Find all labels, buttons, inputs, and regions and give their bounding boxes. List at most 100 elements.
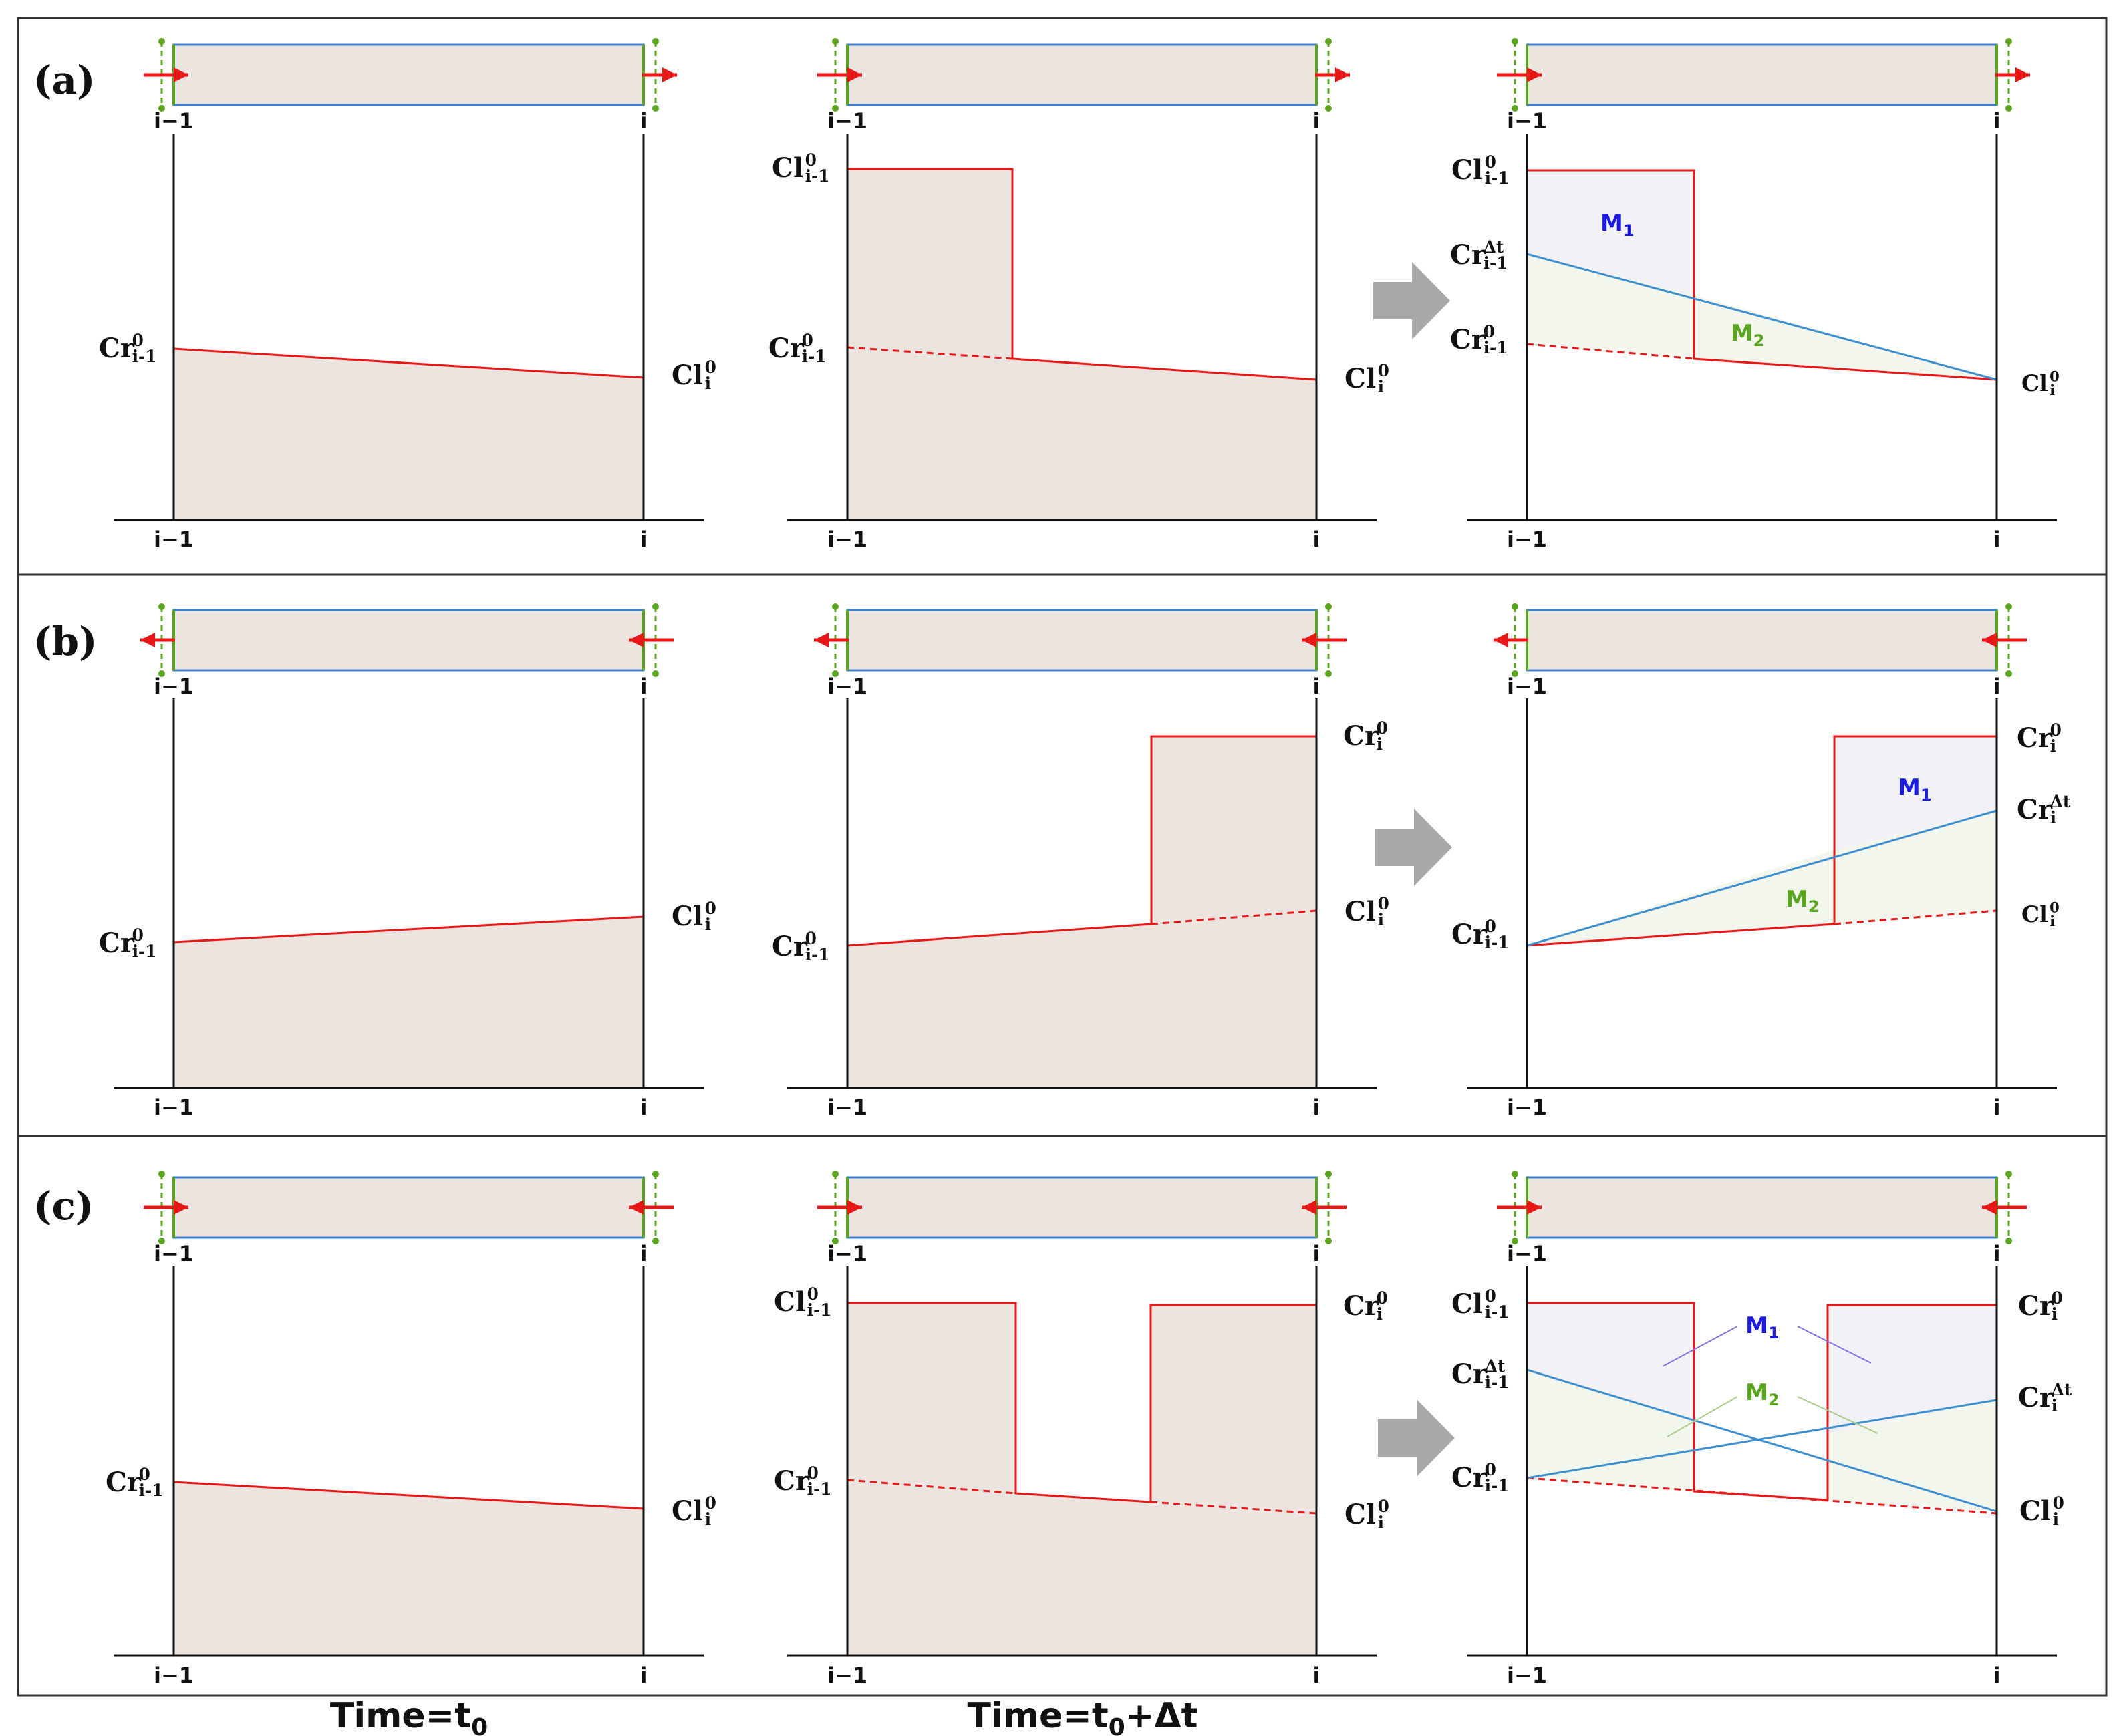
previous-profile bbox=[847, 1479, 1016, 1495]
guide-dot bbox=[2005, 105, 2012, 112]
cell-strip: i−1 i bbox=[1497, 38, 2030, 134]
x-tick-left: i−1 bbox=[1507, 1662, 1547, 1688]
strip-tick-left: i−1 bbox=[1507, 674, 1547, 699]
label-cl-i-0-sup: 0 bbox=[2053, 1493, 2064, 1513]
m2-leader bbox=[1667, 1396, 1738, 1437]
previous-profile bbox=[1526, 343, 1695, 360]
strip-tick-right: i bbox=[1313, 674, 1320, 699]
label-cr-im1-dt-sub: i-1 bbox=[1485, 1372, 1510, 1392]
strip-tick-right: i bbox=[1993, 108, 2001, 134]
left-flux-arrow-head bbox=[1527, 67, 1542, 82]
label-cr-im1-0-base: Cr bbox=[1450, 324, 1486, 355]
concentration-profile bbox=[173, 915, 644, 944]
guide-dot bbox=[158, 105, 165, 112]
label-cr-im1-0-sub: i-1 bbox=[132, 347, 157, 366]
label-cr-i-0-sub: i bbox=[1377, 734, 1383, 754]
x-tick-right: i bbox=[640, 1095, 648, 1120]
guide-dot bbox=[1512, 603, 1518, 610]
strip-tick-right: i bbox=[1313, 1241, 1320, 1266]
time-label-t0-dt: Time=t0+Δt bbox=[968, 1696, 1198, 1736]
label-cl-i-0-base: Cl bbox=[672, 901, 703, 932]
guide-dot bbox=[2005, 1171, 2012, 1177]
axes: i−1 i bbox=[114, 698, 704, 1120]
label-cr-im1-0-sub: i-1 bbox=[807, 1479, 832, 1499]
cell-rect bbox=[846, 609, 1318, 672]
m2-leader bbox=[1797, 1396, 1878, 1434]
guide-dot bbox=[1512, 670, 1518, 677]
cell-rect bbox=[1526, 609, 1998, 672]
label-cl-i-0-base: Cl bbox=[1345, 1499, 1376, 1530]
left-flux-arrow-head bbox=[847, 1200, 862, 1215]
label-cl-i-0: Cl 0i bbox=[2021, 899, 2060, 929]
label-cl-i-0-sub: i bbox=[1378, 377, 1384, 396]
strip-tick-left: i−1 bbox=[1507, 1241, 1547, 1266]
concentration-area bbox=[847, 736, 1316, 1088]
row-label: (c) bbox=[33, 1183, 94, 1229]
label-cl-im1-0-sup: 0 bbox=[1485, 1286, 1496, 1306]
strip-tick-right: i bbox=[640, 1241, 648, 1266]
mass-m2-area bbox=[1527, 1370, 1694, 1491]
concentration-area bbox=[847, 169, 1316, 520]
x-tick-right: i bbox=[640, 527, 648, 552]
label-cl-i-0-sub: i bbox=[705, 1509, 711, 1529]
label-cr-i-0-sup: 0 bbox=[1377, 1288, 1388, 1308]
left-flux-arrow-head bbox=[1527, 1200, 1542, 1215]
label-cl-i-0-sup: 0 bbox=[2050, 368, 2060, 385]
x-tick-left: i−1 bbox=[1507, 1095, 1547, 1120]
label-cl-i-0-sub: i bbox=[1378, 1513, 1384, 1532]
guide-dot bbox=[1512, 105, 1518, 112]
label-cr-i-0-base: Cr bbox=[1343, 720, 1379, 752]
label-cl-i-0-sub: i bbox=[2050, 913, 2055, 929]
label-cr-i-0-base: Cr bbox=[1343, 1290, 1379, 1322]
label-cr-im1-0-sup: 0 bbox=[1484, 322, 1495, 341]
label-cl-im1-0-sup: 0 bbox=[805, 150, 817, 170]
label-cr-im1-dt-base: Cr bbox=[1451, 1358, 1488, 1390]
label-cr-im1-0-sup: 0 bbox=[132, 925, 144, 945]
label-cr-i-0-sup: 0 bbox=[2052, 1288, 2063, 1308]
label-cr-im1-0-sup: 0 bbox=[802, 331, 813, 350]
label-cr-im1-dt-sup: Δt bbox=[1484, 237, 1504, 257]
guide-dot bbox=[832, 1171, 839, 1177]
guide-dot bbox=[832, 603, 839, 610]
axes: i−1 i bbox=[787, 134, 1377, 552]
label-cl-im1-0: Cl 0i-1 bbox=[772, 150, 830, 186]
label-m2: M2 bbox=[1745, 1379, 1780, 1409]
label-cl-i-0-sup: 0 bbox=[705, 899, 716, 918]
right-flux-arrow-head bbox=[629, 633, 644, 647]
concentration-area bbox=[174, 917, 644, 1088]
label-cr-im1-0-sup: 0 bbox=[132, 331, 144, 350]
label-cl-i-0-sub: i bbox=[2050, 382, 2055, 398]
label-m1: M1 bbox=[1600, 210, 1635, 240]
m1-leader bbox=[1662, 1326, 1738, 1367]
label-cr-im1-0-base: Cr bbox=[99, 927, 135, 959]
label-cr-im1-0-base: Cr bbox=[768, 333, 805, 364]
label-cr-im1-0-sub: i-1 bbox=[132, 942, 157, 961]
updated-profile bbox=[1526, 1399, 1997, 1479]
label-cr-im1-0-sup: 0 bbox=[807, 1463, 819, 1483]
label-cl-i-0-base: Cl bbox=[672, 1495, 703, 1527]
label-cl-i-0: Cl 0i bbox=[672, 899, 716, 934]
label-cl-im1-0: Cl 0i-1 bbox=[1451, 1286, 1510, 1322]
label-cr-im1-0-base: Cr bbox=[1451, 919, 1488, 950]
label-cr-i-dt-sup: Δt bbox=[2052, 1380, 2072, 1399]
label-cl-i-0: Cl 0i bbox=[1345, 894, 1389, 929]
mass-m1-area bbox=[1834, 736, 1997, 850]
process-arrow bbox=[1378, 1399, 1455, 1477]
label-cl-im1-0-base: Cl bbox=[774, 1286, 805, 1318]
label-cl-im1-0-sub: i-1 bbox=[807, 1300, 832, 1320]
left-flux-arrow-head bbox=[174, 67, 188, 82]
label-cl-i-0-base: Cl bbox=[1345, 896, 1376, 927]
left-flux-arrow-head bbox=[847, 67, 862, 82]
label-cr-im1-0-base: Cr bbox=[106, 1467, 142, 1498]
